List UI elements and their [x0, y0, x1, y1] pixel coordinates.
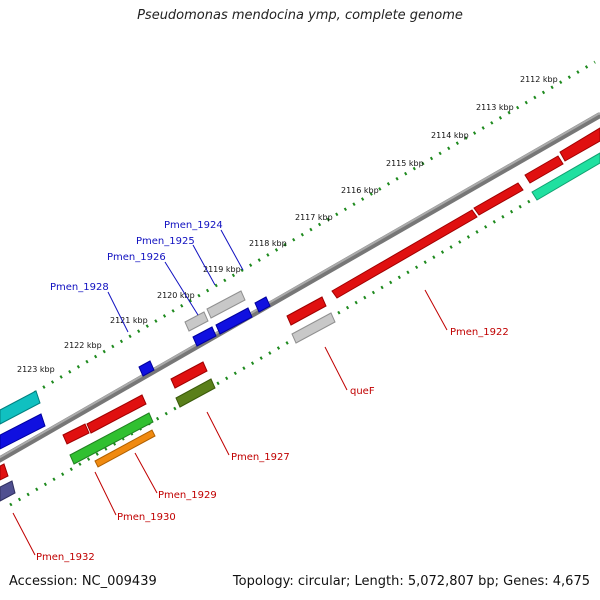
- genome-backbone: [0, 112, 600, 463]
- gene-red-4[interactable]: [286, 296, 327, 326]
- genome-backbone-highlight: [0, 112, 600, 459]
- kbp-label: 2113 kbp: [476, 103, 514, 112]
- gene-pmen-1927-olive[interactable]: [175, 378, 216, 408]
- kbp-label: 2123 kbp: [17, 365, 55, 374]
- gene-red-3[interactable]: [559, 127, 600, 162]
- gene-pmen-1926-grey[interactable]: [184, 311, 209, 332]
- kbp-label: 2114 kbp: [431, 131, 469, 140]
- kbp-label: 2121 kbp: [110, 316, 148, 325]
- gene-blue-b[interactable]: [192, 326, 217, 347]
- kbp-label: 2122 kbp: [64, 341, 102, 350]
- kbp-label: 2119 kbp: [203, 265, 241, 274]
- accession-text: Accession: NC_009439: [9, 574, 157, 589]
- gene-blue-c[interactable]: [0, 413, 46, 450]
- gene-label-pmen-1932[interactable]: Pmen_1932: [36, 552, 95, 563]
- gene-pmen-1932-purple[interactable]: [0, 480, 16, 502]
- gene-label-pmen-1926[interactable]: Pmen_1926: [107, 252, 166, 263]
- kbp-label: 2120 kbp: [157, 291, 195, 300]
- gene-label-pmen-1925[interactable]: Pmen_1925: [136, 236, 195, 247]
- gene-quef[interactable]: [291, 312, 336, 344]
- gene-teal-1[interactable]: [531, 152, 600, 201]
- gene-label-pmen-1930[interactable]: Pmen_1930: [117, 512, 176, 523]
- callout-lines: [12, 229, 448, 556]
- gene-red-6[interactable]: [86, 394, 147, 434]
- gene-pmen-1930-orange[interactable]: [94, 429, 156, 468]
- kbp-scale: 2112 kbp 2113 kbp 2114 kbp 2115 kbp 2116…: [17, 75, 558, 374]
- gene-red-2[interactable]: [524, 155, 564, 184]
- kbp-label: 2112 kbp: [520, 75, 558, 84]
- gene-pmen-1925-grey[interactable]: [206, 290, 246, 319]
- gene-label-pmen-1929[interactable]: Pmen_1929: [158, 490, 217, 501]
- gene-label-quef[interactable]: queF: [350, 386, 375, 397]
- genome-summary-text: Topology: circular; Length: 5,072,807 bp…: [232, 574, 590, 589]
- gene-label-pmen-1924[interactable]: Pmen_1924: [164, 220, 223, 231]
- kbp-label: 2116 kbp: [341, 186, 379, 195]
- gene-red-5[interactable]: [170, 361, 208, 389]
- gene-red-7[interactable]: [62, 423, 90, 445]
- gene-cyan-1[interactable]: [0, 390, 41, 425]
- gene-red-8[interactable]: [0, 463, 9, 481]
- gene-labels: Pmen_1924 Pmen_1925 Pmen_1926 Pmen_1928 …: [36, 220, 509, 563]
- kbp-label: 2115 kbp: [386, 159, 424, 168]
- gene-label-pmen-1927[interactable]: Pmen_1927: [231, 452, 290, 463]
- kbp-label: 2118 kbp: [249, 239, 287, 248]
- gene-blue-a[interactable]: [215, 307, 253, 335]
- gene-pmen-1929-green[interactable]: [69, 412, 154, 465]
- gene-label-pmen-1928[interactable]: Pmen_1928: [50, 282, 109, 293]
- kbp-label: 2117 kbp: [295, 213, 333, 222]
- gene-features: [0, 127, 600, 502]
- gene-red-1[interactable]: [473, 182, 524, 216]
- map-title: Pseudomonas mendocina ymp, complete geno…: [137, 8, 463, 23]
- gene-pmen-1924-blue[interactable]: [254, 296, 271, 313]
- gene-pmen-1922[interactable]: [331, 209, 478, 299]
- gene-label-pmen-1922[interactable]: Pmen_1922: [450, 327, 509, 338]
- gene-pmen-1928-blue[interactable]: [138, 360, 155, 377]
- outer-tick-track: [0, 60, 596, 415]
